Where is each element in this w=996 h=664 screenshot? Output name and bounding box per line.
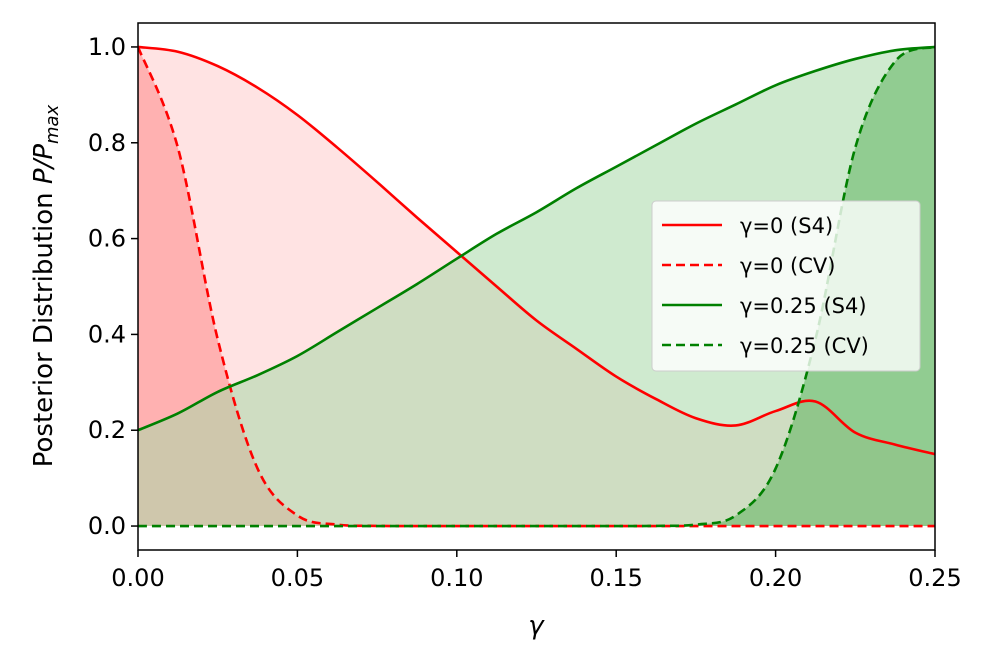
y-axis-label-subscript: max <box>42 104 63 144</box>
x-tick-label: 0.00 <box>111 564 164 592</box>
legend-label-4: γ=0.25 (CV) <box>740 334 869 358</box>
y-axis: 0.0 0.2 0.4 0.6 0.8 1.0 <box>88 33 138 540</box>
legend-label-1: γ=0 (S4) <box>740 214 833 238</box>
x-axis-label: γ <box>528 611 545 641</box>
x-tick-label: 0.15 <box>589 564 642 592</box>
x-tick-label: 0.25 <box>908 564 961 592</box>
y-tick-label: 0.4 <box>88 320 126 348</box>
series-area-4 <box>138 46 935 527</box>
plot-frame <box>137 22 936 551</box>
y-axis-label-main: Posterior Distribution <box>29 184 59 467</box>
series-fills <box>138 46 935 527</box>
x-tick-label: 0.20 <box>749 564 802 592</box>
y-tick-label: 0.0 <box>88 512 126 540</box>
y-tick-label: 1.0 <box>88 33 126 61</box>
y-tick-label: 0.6 <box>88 225 126 253</box>
y-axis-label-math: P/P <box>29 144 59 184</box>
legend-box <box>651 200 921 372</box>
series-line-2 <box>138 46 935 528</box>
series-line-4 <box>138 45 935 528</box>
x-tick-label: 0.05 <box>271 564 324 592</box>
x-tick-label: 0.10 <box>430 564 483 592</box>
legend-label-2: γ=0 (CV) <box>740 254 835 278</box>
y-axis-label: Posterior Distribution P/Pmax <box>29 104 63 467</box>
series-line-3 <box>138 45 935 432</box>
x-axis: 0.00 0.05 0.10 0.15 0.20 0.25 <box>111 550 962 592</box>
legend: γ=0 (S4) γ=0 (CV) γ=0.25 (S4) γ=0.25 (CV) <box>651 200 921 372</box>
series-line-1 <box>138 45 935 456</box>
series-area-3 <box>138 46 935 527</box>
series-lines <box>138 45 935 528</box>
y-tick-label: 0.2 <box>88 416 126 444</box>
legend-label-3: γ=0.25 (S4) <box>740 294 867 318</box>
y-tick-label: 0.8 <box>88 129 126 157</box>
